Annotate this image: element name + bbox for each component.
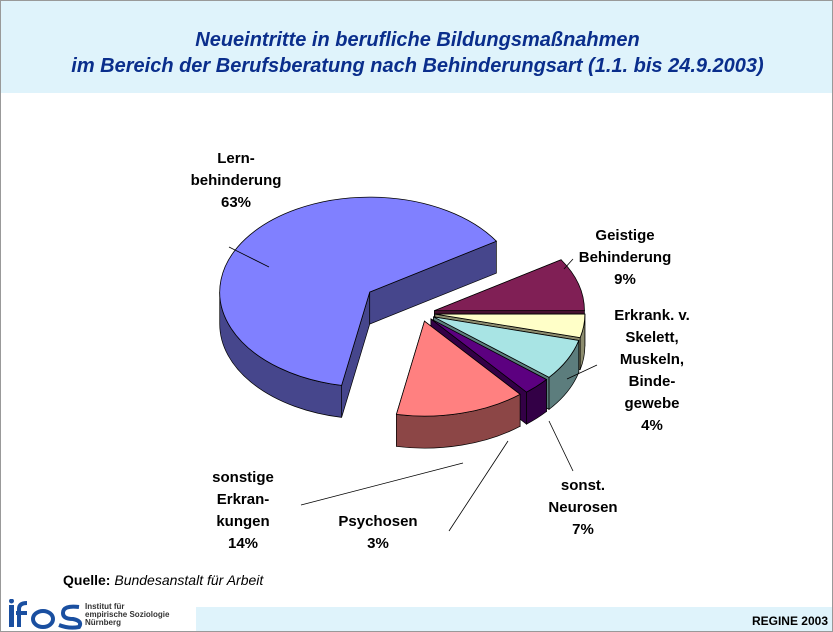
slice-label: sonst. Neurosen 7% [548,475,617,541]
logo-line: Institut für [85,602,125,611]
leader-line [566,364,598,380]
slice-label: Lern- behinderung 63% [191,148,282,214]
category-label: Lern- behinderung [190,150,282,189]
slice-top [430,318,548,393]
slice-label: Geistige Behinderung 9% [579,225,672,291]
leader-line [548,420,574,472]
value-label: 3% [367,535,389,552]
value-label: 4% [641,417,663,434]
source: Quelle: Bundesanstalt für Arbeit [63,572,263,588]
logo-text: Institut für empirische Soziologie Nürnb… [85,603,169,627]
slice-top [395,320,521,417]
source-label: Quelle: [63,572,111,588]
category-label: Erkrank. v. Skelett, Muskeln, Binde- gew… [614,307,690,412]
leader-line [563,258,574,270]
source-text: Bundesanstalt für Arbeit [114,572,264,588]
logo-line: empirische Soziologie [85,610,170,619]
category-label: sonst. Neurosen [548,477,618,516]
slice-top [434,259,585,312]
title-band [1,1,832,93]
leader-line [448,440,509,532]
slice-top [219,196,498,386]
value-label: 7% [572,521,594,538]
category-label: sonstige Erkran- kungen [212,469,274,530]
slice-top [434,313,586,339]
logo [9,599,83,630]
slice-top [433,316,580,378]
value-label: 63% [220,194,252,211]
slice [395,320,521,449]
value-label: 9% [614,271,636,288]
footer-band: REGINE 2003 [196,607,832,631]
slice [219,196,498,418]
logo-line: Nürnberg [85,618,121,627]
leader-line [228,246,270,268]
value-label: 14% [227,535,259,552]
category-label: Geistige Behinderung [578,227,672,266]
slice-label: Erkrank. v. Skelett, Muskeln, Binde- gew… [614,305,690,437]
footer: REGINE 2003 [751,614,828,628]
slice-label: sonstige Erkran- kungen 14% [212,467,274,555]
slice-label: Psychosen 3% [338,511,417,555]
title-line: Neueintritte in berufliche Bildungsmaßna… [195,29,640,51]
title-line: im Bereich der Berufsberatung nach Behin… [71,55,764,77]
leader-line [300,462,464,506]
category-label: Psychosen [338,513,418,530]
